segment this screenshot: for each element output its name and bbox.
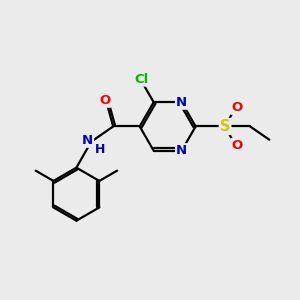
Text: N: N xyxy=(176,144,187,157)
Text: Cl: Cl xyxy=(134,73,148,85)
Text: N: N xyxy=(176,96,187,109)
Text: O: O xyxy=(231,101,242,114)
Text: H: H xyxy=(95,142,106,156)
Text: O: O xyxy=(99,94,111,107)
Text: N: N xyxy=(82,134,93,147)
Text: S: S xyxy=(220,119,230,134)
Text: O: O xyxy=(231,139,242,152)
